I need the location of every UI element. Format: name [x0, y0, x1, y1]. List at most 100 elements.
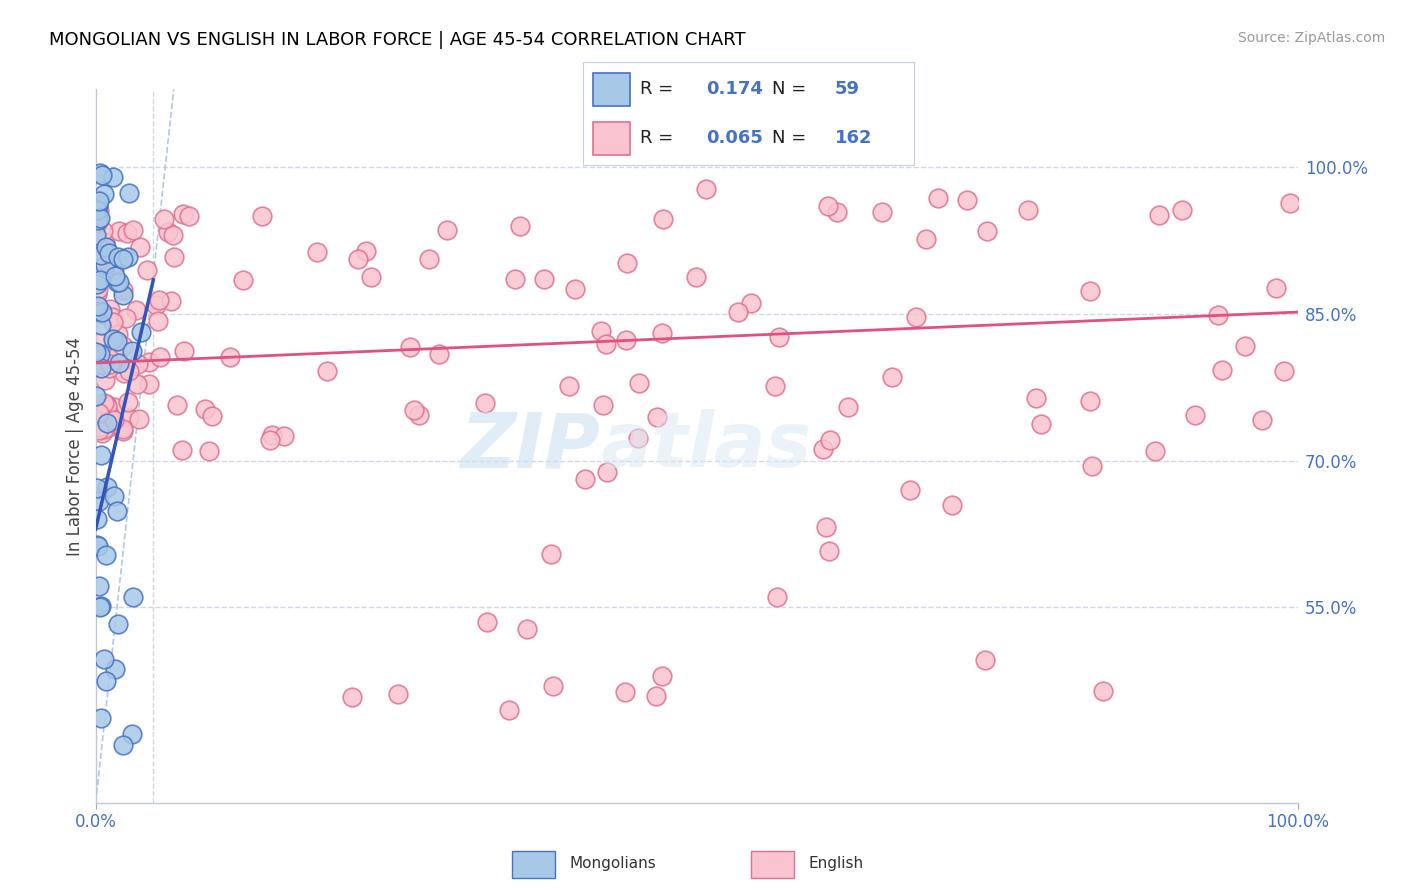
Point: [595, 337, 617, 351]
Point: [89, 252, 111, 266]
Point: [103, 413, 125, 427]
Point: [160, 293, 183, 308]
FancyBboxPatch shape: [751, 851, 794, 878]
Point: [104, 662, 127, 676]
Point: [87, 423, 110, 437]
Text: 0.065: 0.065: [706, 129, 762, 147]
Point: [84, 228, 107, 243]
Point: [115, 311, 138, 326]
Point: [87, 213, 110, 227]
Point: [136, 262, 159, 277]
Point: [541, 679, 564, 693]
Point: [259, 433, 281, 447]
Point: [398, 340, 420, 354]
Point: [112, 366, 135, 380]
Point: [89, 347, 111, 361]
Point: [97, 245, 120, 260]
Point: [87, 202, 110, 217]
Point: [94, 396, 117, 410]
Point: [89, 335, 111, 350]
Text: N =: N =: [772, 129, 806, 147]
Point: [111, 252, 134, 266]
Point: [1264, 280, 1286, 294]
Point: [162, 228, 184, 243]
Point: [941, 498, 963, 512]
Text: Source: ZipAtlas.com: Source: ZipAtlas.com: [1237, 31, 1385, 45]
Point: [825, 204, 848, 219]
Point: [96, 416, 118, 430]
Point: [103, 489, 125, 503]
Point: [90, 357, 112, 371]
Point: [87, 406, 110, 420]
Point: [121, 727, 143, 741]
FancyBboxPatch shape: [512, 851, 555, 878]
Point: [644, 689, 666, 703]
Point: [89, 166, 111, 180]
Point: [94, 347, 117, 361]
Point: [96, 480, 118, 494]
Point: [128, 412, 150, 426]
Point: [418, 252, 440, 266]
Point: [94, 240, 117, 254]
Point: [107, 326, 129, 341]
Point: [1272, 364, 1295, 378]
Point: [84, 388, 107, 402]
Point: [817, 199, 839, 213]
Point: [112, 339, 135, 353]
Point: [766, 590, 789, 604]
Text: Mongolians: Mongolians: [569, 855, 655, 871]
Point: [91, 425, 114, 440]
Point: [86, 538, 108, 552]
Point: [98, 357, 121, 371]
Point: [402, 403, 425, 417]
Point: [94, 235, 117, 250]
Point: [1092, 684, 1115, 698]
Point: [533, 272, 555, 286]
Point: [574, 472, 596, 486]
Point: [768, 330, 790, 344]
Point: [1078, 284, 1101, 298]
Point: [695, 182, 717, 196]
Point: [111, 738, 134, 752]
Point: [108, 355, 131, 369]
Point: [118, 186, 141, 200]
Point: [740, 295, 762, 310]
Point: [91, 224, 114, 238]
Point: [647, 409, 669, 424]
Point: [1279, 196, 1302, 211]
Point: [818, 544, 841, 558]
Point: [166, 398, 188, 412]
Text: R =: R =: [640, 80, 673, 98]
Point: [101, 310, 124, 324]
Point: [273, 429, 295, 443]
Point: [436, 223, 458, 237]
Point: [93, 186, 115, 201]
Point: [86, 216, 108, 230]
Point: [93, 652, 115, 666]
Point: [111, 283, 134, 297]
Point: [94, 548, 117, 562]
Y-axis label: In Labor Force | Age 45-54: In Labor Force | Age 45-54: [66, 336, 84, 556]
Point: [87, 493, 110, 508]
Point: [614, 685, 637, 699]
Point: [307, 245, 329, 260]
Point: [115, 226, 138, 240]
Point: [1081, 458, 1104, 473]
Point: [103, 262, 125, 277]
Point: [1171, 202, 1194, 217]
Point: [97, 257, 120, 271]
Point: [503, 272, 526, 286]
Point: [813, 442, 835, 456]
Point: [627, 376, 650, 390]
Point: [96, 420, 118, 434]
Point: [201, 409, 224, 423]
Point: [107, 250, 129, 264]
Point: [105, 334, 128, 348]
Point: [315, 364, 337, 378]
Point: [101, 169, 124, 184]
Point: [347, 252, 370, 266]
Point: [86, 420, 108, 434]
Point: [197, 443, 219, 458]
Point: [101, 257, 124, 271]
Point: [87, 283, 110, 297]
